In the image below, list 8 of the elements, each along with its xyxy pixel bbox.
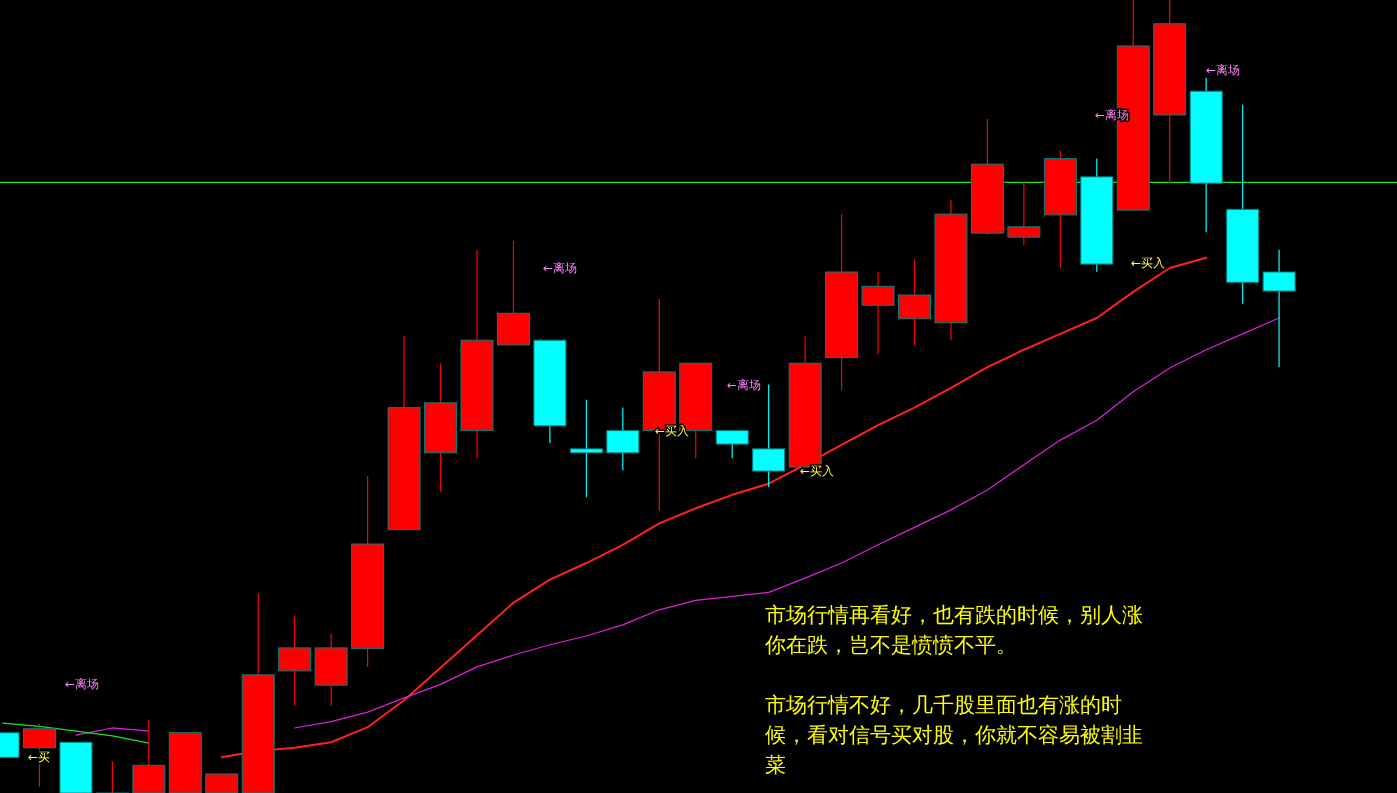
annotation: 市场行情不好，几千股里面也有涨的时候，看对信号买对股，你就不容易被割韭菜 [765,692,1144,779]
annotation: ←离场 [727,378,762,392]
annotation: 市场行情再看好，也有跌的时候，别人涨你在跌，岂不是愤愤不平。 [765,602,1144,659]
annotation: ←离场 [543,261,578,275]
annotation: ←离场 [65,677,100,691]
annotation: ←买入 [800,464,835,478]
annotation: ←买入 [1131,256,1166,270]
annotation: ←离场 [1206,63,1241,77]
